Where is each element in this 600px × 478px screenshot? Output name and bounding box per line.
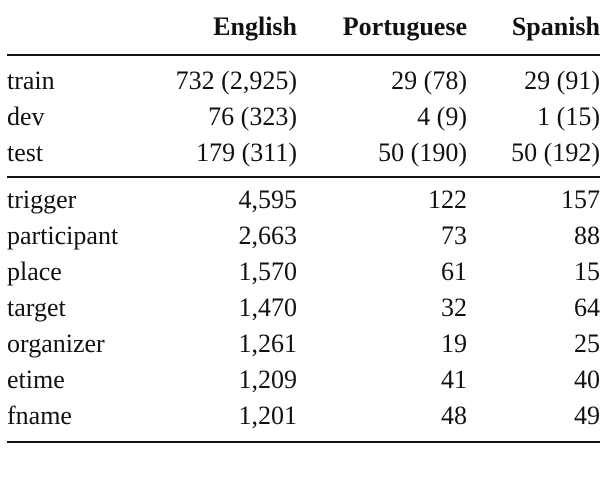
cell-spanish: 1 (15) — [537, 102, 600, 131]
splits-section: train 732 (2,925) 29 (78) 29 (91) dev 76… — [7, 55, 600, 178]
row-label: test — [7, 135, 157, 178]
table-row: etime 1,209 41 40 — [7, 362, 600, 398]
table-row: fname 1,201 48 49 — [7, 398, 600, 443]
row-label: train — [7, 66, 55, 95]
table-row: participant 2,663 73 88 — [7, 218, 600, 254]
cell-spanish: 49 — [467, 398, 600, 443]
cell-portuguese: 73 — [441, 221, 467, 250]
table-row: organizer 1,261 19 25 — [7, 326, 600, 362]
cell-english: 1,261 — [238, 329, 298, 358]
cell-portuguese: 50 (190) — [297, 135, 467, 178]
cell-portuguese: 29 (78) — [391, 66, 467, 95]
table-header: English Portuguese Spanish — [7, 0, 600, 56]
cell-spanish: 15 — [574, 257, 600, 286]
cell-english: 1,201 — [157, 398, 297, 443]
cell-portuguese: 19 — [441, 329, 467, 358]
table-row: place 1,570 61 15 — [7, 254, 600, 290]
cell-english: 732 (2,925) — [175, 66, 297, 95]
row-label: target — [7, 293, 66, 322]
statistics-table: English Portuguese Spanish train 732 (2,… — [7, 0, 600, 443]
cell-portuguese: 122 — [428, 185, 467, 214]
table-row: trigger 4,595 122 157 — [7, 177, 600, 218]
header-cell-portuguese: Portuguese — [297, 0, 467, 56]
cell-spanish: 64 — [574, 293, 600, 322]
cell-english: 4,595 — [238, 185, 298, 214]
cell-english: 1,570 — [238, 257, 298, 286]
row-label: place — [7, 257, 62, 286]
cell-spanish: 88 — [574, 221, 600, 250]
cell-portuguese: 61 — [441, 257, 467, 286]
cell-spanish: 50 (192) — [467, 135, 600, 178]
cell-portuguese: 41 — [441, 365, 467, 394]
table-row: test 179 (311) 50 (190) 50 (192) — [7, 135, 600, 178]
cell-portuguese: 32 — [441, 293, 467, 322]
table-row: target 1,470 32 64 — [7, 290, 600, 326]
row-label: participant — [7, 221, 119, 250]
cell-spanish: 157 — [561, 185, 600, 214]
cell-spanish: 40 — [574, 365, 600, 394]
roles-section: trigger 4,595 122 157 participant 2,663 … — [7, 177, 600, 443]
row-label: etime — [7, 365, 65, 394]
header-cell-empty — [7, 0, 157, 56]
row-label: organizer — [7, 329, 105, 358]
row-label: trigger — [7, 185, 77, 214]
row-label: fname — [7, 398, 157, 443]
table-row: dev 76 (323) 4 (9) 1 (15) — [7, 99, 600, 135]
cell-spanish: 29 (91) — [524, 66, 600, 95]
cell-english: 1,470 — [238, 293, 298, 322]
cell-english: 2,663 — [238, 221, 298, 250]
table-row: train 732 (2,925) 29 (78) 29 (91) — [7, 55, 600, 99]
cell-portuguese: 4 (9) — [417, 102, 467, 131]
header-cell-spanish: Spanish — [467, 0, 600, 56]
header-cell-english: English — [157, 0, 297, 56]
cell-spanish: 25 — [574, 329, 600, 358]
cell-english: 1,209 — [238, 365, 298, 394]
row-label: dev — [7, 102, 45, 131]
cell-portuguese: 48 — [297, 398, 467, 443]
cell-english: 179 (311) — [157, 135, 297, 178]
cell-english: 76 (323) — [208, 102, 297, 131]
header-row: English Portuguese Spanish — [7, 0, 600, 56]
